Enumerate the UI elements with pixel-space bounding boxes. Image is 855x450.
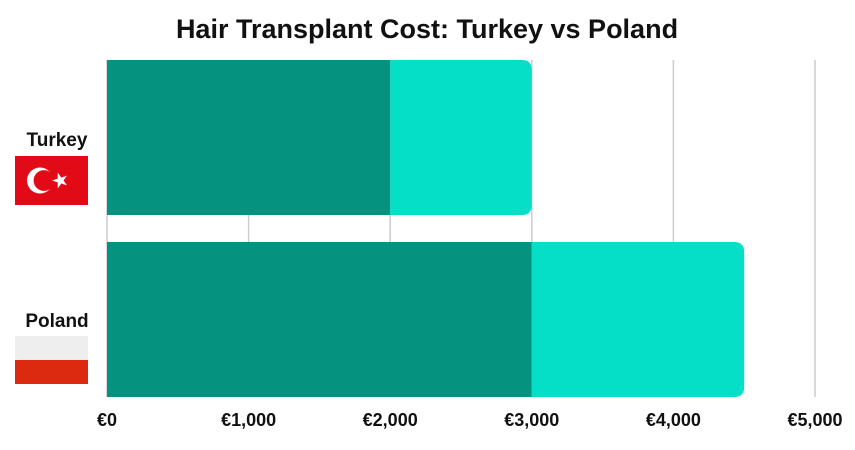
category-label-turkey: Turkey [27, 130, 88, 151]
x-tick-label: €3,000 [504, 410, 559, 430]
chart-title: Hair Transplant Cost: Turkey vs Poland [176, 14, 678, 44]
x-tick-label: €4,000 [646, 410, 701, 430]
bar-segment-turkey-1 [107, 60, 391, 215]
turkey-flag-icon [15, 156, 88, 205]
x-tick-label: €0 [97, 410, 117, 430]
x-axis-ticks: €0 €1,000 €2,000 €3,000 €4,000 €5,000 [97, 410, 843, 430]
x-tick-label: €5,000 [787, 410, 842, 430]
bar-segment-poland-1 [107, 242, 532, 397]
category-label-poland: Poland [25, 311, 88, 332]
poland-flag-icon [15, 336, 88, 384]
x-tick-label: €2,000 [363, 410, 418, 430]
bar-segment-poland-2 [531, 242, 745, 397]
x-tick-label: €1,000 [221, 410, 276, 430]
bars [107, 60, 745, 397]
bar-segment-turkey-2 [390, 60, 532, 215]
